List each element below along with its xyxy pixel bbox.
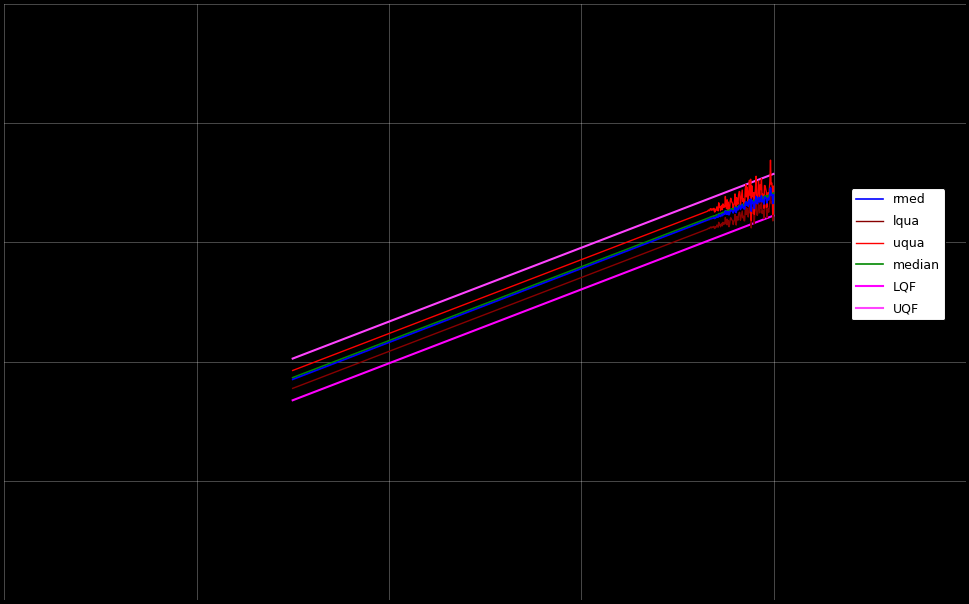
Legend: rmed, lqua, uqua, median, LQF, UQF: rmed, lqua, uqua, median, LQF, UQF [850, 188, 944, 320]
